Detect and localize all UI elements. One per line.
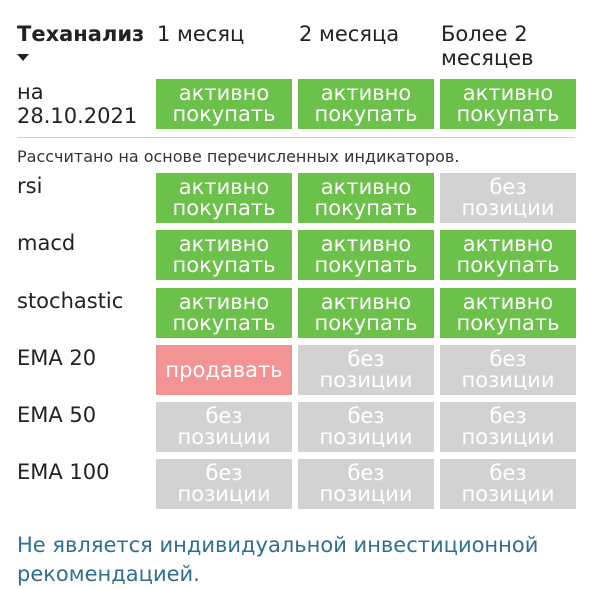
signal-line2: позиции <box>461 368 555 392</box>
indicator-label-stochastic: stochastic <box>17 289 124 313</box>
column-header-2-months: 2 месяца <box>299 22 400 46</box>
disclaimer-text: Не является индивидуальной инвестиционно… <box>17 533 539 586</box>
signal-line1: активно <box>320 290 412 314</box>
divider <box>17 137 575 138</box>
signal-cell: без позиции <box>440 402 576 452</box>
signal-cell: активно покупать <box>156 173 292 223</box>
signal-line1: продавать <box>165 357 283 382</box>
signal-line1: активно <box>178 290 270 314</box>
signal-line1: активно <box>178 232 270 256</box>
signal-line2: покупать <box>456 102 560 126</box>
indicator-label-ema-100: EMA 100 <box>17 460 110 484</box>
signal-line1: активно <box>320 232 412 256</box>
signal-line1: без <box>205 404 243 428</box>
indicator-label-ema-20: EMA 20 <box>17 346 97 370</box>
signal-line2: покупать <box>172 253 276 277</box>
signal-line1: без <box>489 404 527 428</box>
signal-line2: позиции <box>177 425 271 449</box>
summary-signal-1-month: активно покупать <box>156 79 292 129</box>
column-header-1-month: 1 месяц <box>157 22 245 46</box>
signal-line1: активно <box>178 81 270 105</box>
signal-line2: позиции <box>319 368 413 392</box>
indicator-label-macd: macd <box>17 231 76 255</box>
signal-line2: покупать <box>314 253 418 277</box>
signal-line1: активно <box>178 175 270 199</box>
signal-line2: покупать <box>172 196 276 220</box>
signal-line1: без <box>489 175 527 199</box>
signal-line1: активно <box>320 81 412 105</box>
signal-cell: активно покупать <box>298 173 434 223</box>
signal-cell: продавать <box>156 345 292 395</box>
signal-cell: активно покупать <box>298 288 434 338</box>
signal-line1: активно <box>462 81 554 105</box>
signal-cell: активно покупать <box>440 288 576 338</box>
caret-down-icon[interactable] <box>17 54 29 61</box>
summary-signal-more-than-2-months: активно покупать <box>440 79 576 129</box>
signal-cell: активно покупать <box>156 288 292 338</box>
signal-line2: покупать <box>456 311 560 335</box>
signal-line1: без <box>347 347 385 371</box>
signal-cell: без позиции <box>298 345 434 395</box>
signal-line1: без <box>205 461 243 485</box>
signal-cell: без позиции <box>440 345 576 395</box>
signal-line1: без <box>347 404 385 428</box>
signal-line2: покупать <box>314 196 418 220</box>
signal-line2: позиции <box>461 482 555 506</box>
summary-signal-2-months: активно покупать <box>298 79 434 129</box>
indicator-label-ema-50: EMA 50 <box>17 403 97 427</box>
signal-cell: без позиции <box>298 459 434 509</box>
signal-line2: покупать <box>456 253 560 277</box>
signal-line1: без <box>489 461 527 485</box>
signal-cell: без позиции <box>440 459 576 509</box>
signal-line1: активно <box>462 290 554 314</box>
signal-line2: позиции <box>177 482 271 506</box>
summary-label-prefix: на <box>17 80 44 104</box>
signal-line2: позиции <box>461 425 555 449</box>
signal-cell: активно покупать <box>440 230 576 280</box>
signal-cell: без позиции <box>298 402 434 452</box>
signal-cell: без позиции <box>440 173 576 223</box>
indicators-note: Рассчитано на основе перечисленных индик… <box>17 147 460 166</box>
signal-cell: без позиции <box>156 459 292 509</box>
summary-date-label: на 28.10.2021 <box>17 80 137 128</box>
signal-line2: покупать <box>172 311 276 335</box>
indicator-label-rsi: rsi <box>17 174 43 198</box>
signal-line2: покупать <box>172 102 276 126</box>
signal-line1: без <box>347 461 385 485</box>
signal-cell: активно покупать <box>298 230 434 280</box>
signal-cell: активно покупать <box>156 230 292 280</box>
signal-line2: покупать <box>314 311 418 335</box>
signal-line1: активно <box>462 232 554 256</box>
signal-cell: без позиции <box>156 402 292 452</box>
signal-line2: позиции <box>319 425 413 449</box>
signal-line1: без <box>489 347 527 371</box>
signal-line2: покупать <box>314 102 418 126</box>
widget-title[interactable]: Теханализ <box>17 22 145 46</box>
signal-line2: позиции <box>461 196 555 220</box>
summary-date: 28.10.2021 <box>17 104 138 128</box>
signal-line2: позиции <box>319 482 413 506</box>
column-header-more-than-2-months: Более 2 месяцев <box>441 22 534 70</box>
signal-line1: активно <box>320 175 412 199</box>
